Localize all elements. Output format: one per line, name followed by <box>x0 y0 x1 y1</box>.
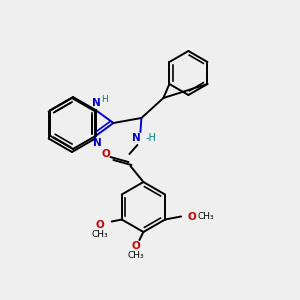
Text: O: O <box>187 212 196 221</box>
Text: O: O <box>131 241 140 251</box>
Text: N: N <box>93 138 102 148</box>
Text: O: O <box>101 149 110 159</box>
Text: CH₃: CH₃ <box>92 230 108 239</box>
Text: H: H <box>101 94 108 103</box>
Text: N: N <box>92 98 101 108</box>
Text: CH₃: CH₃ <box>197 212 214 221</box>
Text: -H: -H <box>146 133 156 143</box>
Text: O: O <box>95 220 104 230</box>
Text: N: N <box>132 133 141 143</box>
Text: CH₃: CH₃ <box>127 251 144 260</box>
